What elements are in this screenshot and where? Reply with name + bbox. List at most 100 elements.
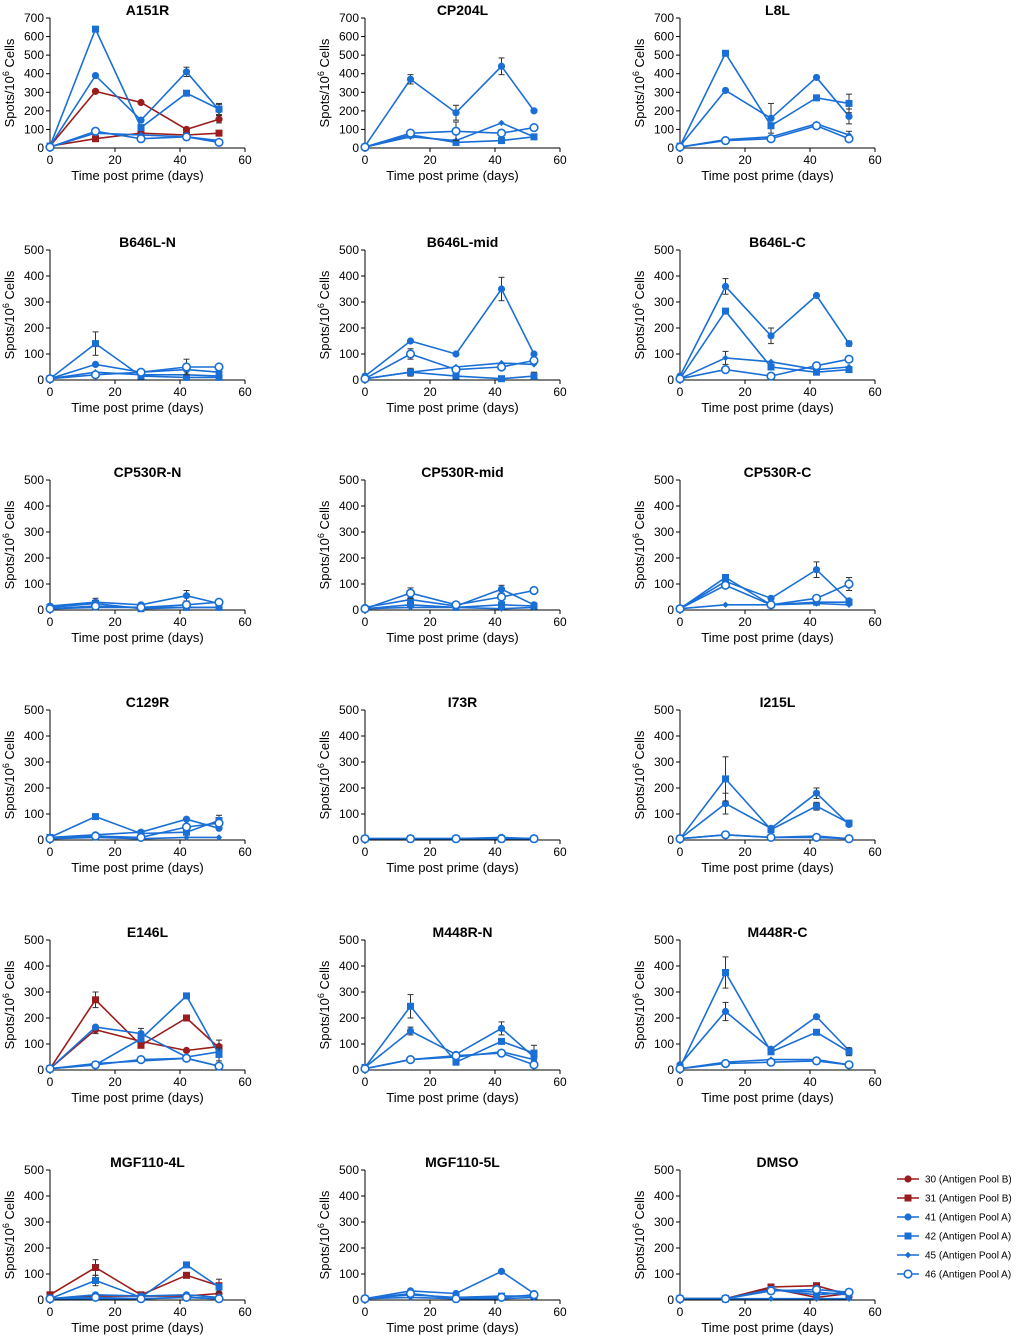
data-point	[215, 129, 223, 137]
data-point	[407, 1002, 414, 1010]
y-tick-label: 500	[24, 473, 44, 487]
panel-mgf110-4l: MGF110-4L 0 100 200 300 400 500 0 20 40 60 Time pos…	[1, 1154, 252, 1335]
series-line	[49, 1057, 220, 1070]
x-tick-label: 0	[677, 153, 684, 167]
data-point	[91, 71, 100, 80]
series-42	[676, 307, 853, 383]
data-point	[136, 602, 146, 613]
panel-title: C129R	[126, 694, 170, 710]
y-tick-label: 200	[339, 1241, 359, 1255]
series-line	[49, 1263, 220, 1300]
series-46	[360, 1288, 539, 1304]
data-point	[813, 1295, 820, 1302]
series-line	[364, 1004, 535, 1068]
data-point	[181, 822, 192, 832]
data-point	[182, 592, 191, 600]
y-tick-label: 300	[339, 1215, 359, 1229]
y-tick-label: 500	[654, 48, 674, 62]
data-point	[45, 142, 55, 152]
data-point	[812, 291, 821, 300]
data-point	[92, 1277, 99, 1284]
data-point	[92, 25, 99, 33]
x-tick-label: 40	[803, 153, 817, 167]
data-point	[813, 1291, 820, 1299]
y-tick-label: 400	[654, 67, 674, 81]
y-tick-label: 0	[667, 1293, 674, 1307]
data-point	[497, 1024, 506, 1032]
y-tick-label: 100	[24, 577, 44, 591]
data-point	[722, 354, 729, 362]
panel-cp530r-c: CP530R-C 0 100 200 300 400 500 0 20 40 60 Time post…	[631, 464, 882, 645]
data-point	[845, 1295, 853, 1302]
y-tick-label: 100	[339, 577, 359, 591]
data-point	[214, 597, 224, 607]
x-axis-label: Time post prime (days)	[386, 400, 518, 415]
series-line	[364, 122, 535, 148]
data-point	[722, 775, 729, 783]
y-tick-label: 400	[339, 499, 359, 513]
x-tick-label: 60	[238, 385, 252, 399]
x-tick-label: 40	[173, 1075, 187, 1089]
x-tick-label: 60	[553, 845, 567, 859]
data-point	[452, 109, 460, 117]
y-tick-label: 0	[352, 1293, 359, 1307]
x-tick-label: 40	[803, 385, 817, 399]
y-tick-label: 400	[654, 729, 674, 743]
y-tick-label: 400	[339, 67, 359, 81]
y-tick-label: 0	[352, 833, 359, 847]
data-point	[844, 1287, 854, 1297]
series-46	[45, 126, 224, 152]
data-point	[45, 1294, 55, 1304]
data-point	[844, 354, 854, 364]
series-45	[46, 129, 223, 151]
x-tick-label: 60	[868, 1075, 882, 1089]
data-point	[90, 126, 101, 136]
y-tick-label: 100	[24, 347, 44, 361]
panel-a151r: A151R 0 100 200 300 400 500 600 700 0 20 40 60 Time p…	[1, 2, 252, 183]
data-point	[496, 592, 507, 602]
legend-marker	[904, 1194, 912, 1202]
x-tick-label: 40	[173, 385, 187, 399]
y-tick-label: 200	[24, 321, 44, 335]
y-tick-label: 400	[339, 269, 359, 283]
series-line	[679, 602, 850, 610]
series-line	[364, 1270, 535, 1300]
data-point	[767, 1048, 775, 1056]
data-point	[720, 365, 731, 375]
y-axis-label: Spots/106 Cells	[316, 1190, 332, 1279]
x-axis-label: Time post prime (days)	[701, 1320, 833, 1335]
data-point	[767, 826, 775, 834]
x-tick-label: 40	[488, 845, 502, 859]
y-tick-label: 500	[654, 703, 674, 717]
x-tick-label: 0	[362, 615, 369, 629]
data-point	[45, 604, 55, 614]
y-tick-label: 200	[339, 1011, 359, 1025]
y-tick-label: 200	[24, 781, 44, 795]
y-tick-label: 500	[24, 933, 44, 947]
y-tick-label: 300	[654, 985, 674, 999]
data-point	[530, 1056, 538, 1063]
y-tick-label: 0	[37, 603, 44, 617]
panel-title: B646L-C	[749, 234, 806, 250]
data-point	[360, 374, 370, 384]
data-point	[405, 834, 416, 844]
data-point	[767, 358, 775, 365]
data-point	[766, 371, 776, 381]
data-point	[215, 115, 223, 123]
data-point	[215, 604, 223, 611]
data-point	[214, 362, 224, 372]
data-point	[721, 1007, 730, 1016]
y-axis-label: Spots/106 Cells	[1, 38, 17, 127]
y-tick-label: 0	[37, 141, 44, 155]
y-tick-label: 400	[24, 959, 44, 973]
series-41	[361, 276, 538, 380]
y-tick-label: 500	[339, 703, 359, 717]
x-tick-label: 60	[553, 1075, 567, 1089]
y-tick-label: 400	[339, 729, 359, 743]
y-tick-label: 0	[352, 603, 359, 617]
y-tick-label: 200	[654, 1241, 674, 1255]
data-point	[530, 350, 538, 358]
series-41	[46, 1023, 223, 1073]
data-point	[721, 800, 730, 808]
data-point	[215, 1283, 223, 1291]
